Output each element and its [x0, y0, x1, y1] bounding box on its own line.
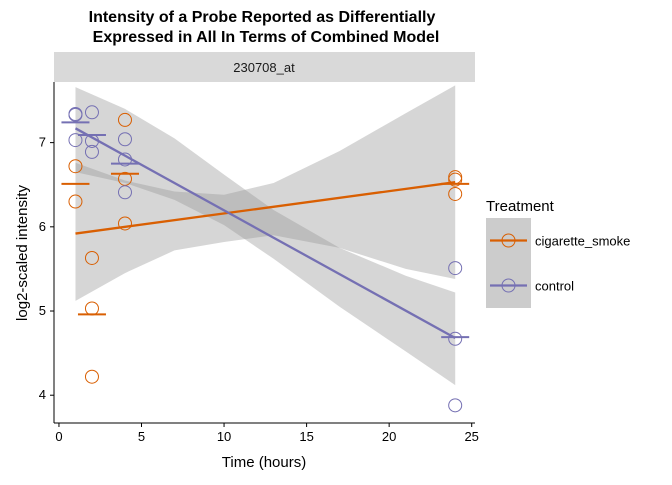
- x-tick-label: 0: [55, 429, 62, 444]
- data-point-control: [448, 261, 463, 276]
- data-point-cigarette_smoke: [84, 301, 99, 316]
- data-point-control: [448, 398, 463, 413]
- data-point-control: [117, 185, 132, 200]
- x-tick-label: 15: [299, 429, 313, 444]
- chart-title-line1: Intensity of a Probe Reported as Differe…: [89, 9, 436, 26]
- plot-area: [61, 85, 470, 413]
- axes: 0 5 10 15 20 25 4 5 6 7: [39, 135, 479, 444]
- data-point-control: [117, 132, 132, 147]
- y-tick-label: 4: [39, 387, 46, 402]
- fit-line-control: [74, 127, 456, 339]
- chart-title-line2: Expressed in All In Terms of Combined Mo…: [93, 29, 440, 46]
- x-tick-label: 5: [138, 429, 145, 444]
- x-tick-label: 20: [382, 429, 396, 444]
- fit-line-cigarette_smoke: [75, 181, 456, 235]
- data-point-control: [117, 152, 132, 167]
- data-point-control: [84, 133, 99, 148]
- x-axis-title: Time (hours): [222, 454, 306, 471]
- y-axis-title: log2-scaled intensity: [14, 185, 31, 321]
- data-point-control: [84, 105, 99, 120]
- y-tick-label: 5: [39, 303, 46, 318]
- facet-label: 230708_at: [233, 60, 295, 75]
- data-point-cigarette_smoke: [117, 112, 132, 127]
- legend-point-control: [501, 278, 516, 293]
- data-point-control: [68, 133, 83, 148]
- legend-label-cigarette_smoke: cigarette_smoke: [535, 234, 630, 249]
- data-point-control: [448, 331, 463, 346]
- y-tick-label: 7: [39, 135, 46, 150]
- confidence-band-cigarette_smoke: [75, 85, 456, 301]
- data-point-control: [68, 107, 83, 122]
- legend-label-control: control: [535, 279, 574, 294]
- y-tick-label: 6: [39, 219, 46, 234]
- data-point-cigarette_smoke: [68, 159, 83, 174]
- data-point-cigarette_smoke: [68, 194, 83, 209]
- data-point-cigarette_smoke: [84, 250, 99, 265]
- data-point-cigarette_smoke: [84, 369, 99, 384]
- data-point-cigarette_smoke: [448, 172, 463, 187]
- confidence-band-control: [75, 87, 456, 386]
- x-tick-label: 10: [217, 429, 231, 444]
- x-tick-label: 25: [464, 429, 478, 444]
- data-point-cigarette_smoke: [117, 216, 132, 231]
- legend-point-cigarette_smoke: [501, 233, 516, 248]
- legend-title: Treatment: [486, 198, 555, 215]
- data-point-control: [84, 144, 99, 159]
- facet-strip: [54, 52, 475, 82]
- data-point-cigarette_smoke: [448, 186, 463, 201]
